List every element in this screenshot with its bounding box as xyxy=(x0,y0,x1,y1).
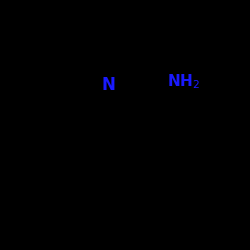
Text: N: N xyxy=(101,76,115,94)
Text: NH$_2$: NH$_2$ xyxy=(167,72,200,91)
